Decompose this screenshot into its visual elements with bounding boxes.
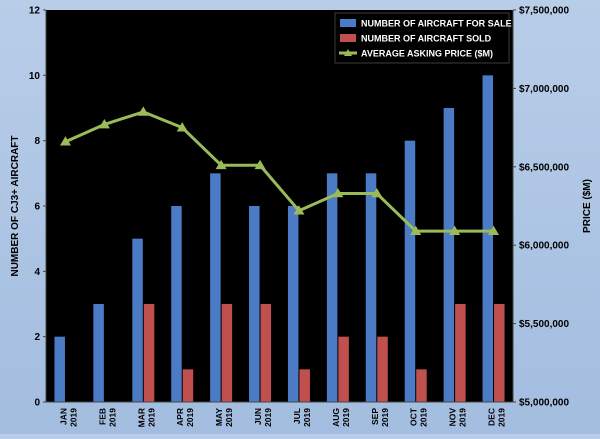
price-marker-3 — [176, 122, 188, 132]
category-label-0: JAN2019 — [58, 408, 78, 427]
price-line-group — [59, 106, 500, 235]
category-label-4: MAY2019 — [214, 408, 234, 427]
price-marker-0 — [59, 136, 71, 146]
bar-for-sale-4 — [210, 173, 221, 402]
price-marker-5 — [254, 159, 266, 170]
category-label-8: SEP2019 — [370, 408, 390, 427]
bar-sold-6 — [299, 369, 310, 402]
bar-sold-11 — [494, 304, 505, 402]
bar-for-sale-1 — [93, 304, 104, 402]
category-label-10: NOV2019 — [448, 408, 468, 427]
bar-for-sale-5 — [249, 206, 260, 402]
bar-sold-5 — [260, 304, 272, 402]
bar-sold-8 — [377, 336, 388, 402]
price-marker-4 — [215, 159, 227, 170]
legend: NUMBER OF AIRCRAFT FOR SALE NUMBER OF AIR… — [334, 12, 512, 64]
bar-for-sale-10 — [443, 108, 455, 402]
y2-tick-label-0: $5,000,000 — [519, 398, 569, 409]
bar-sold-4 — [221, 304, 233, 402]
price-marker-6 — [293, 205, 305, 215]
bar-for-sale-11 — [482, 75, 494, 402]
category-label-5: JUN2019 — [253, 408, 273, 427]
category-label-6: JUL2019 — [292, 408, 312, 427]
bar-sold-3 — [182, 369, 194, 402]
category-label-11: DEC2019 — [487, 408, 507, 427]
bar-for-sale-9 — [404, 140, 416, 402]
y-axis-title: NUMBER OF CJ3+ AIRCRAFT — [10, 135, 21, 276]
category-label-9: OCT2019 — [409, 407, 429, 427]
bar-sold-10 — [455, 304, 466, 402]
legend-swatch-1 — [340, 34, 356, 42]
bars-group — [54, 75, 505, 402]
ticks-group: 0 2 4 6 8 10 12 $5,000,000 $5,500,000 $6,000,000 $… — [29, 6, 570, 409]
bar-for-sale-8 — [365, 173, 377, 402]
y-tick-label-4: 8 — [34, 136, 40, 147]
category-label-7: AUG2019 — [331, 408, 351, 427]
category-labels-group: JAN2019 FEB2019 MAR2019 APR2019 MAY2019 JUN20… — [58, 407, 506, 427]
bar-for-sale-7 — [326, 173, 338, 402]
y2-tick-label-5: $7,500,000 — [519, 6, 569, 17]
y-tick-label-5: 10 — [29, 71, 41, 82]
price-line — [64, 110, 494, 233]
category-label-2: MAR2019 — [136, 408, 156, 428]
y-tick-label-6: 12 — [29, 6, 41, 17]
legend-label-0: NUMBER OF AIRCRAFT FOR SALE — [361, 19, 512, 29]
y-tick-label-1: 2 — [34, 332, 40, 343]
y2-tick-label-3: $6,500,000 — [519, 162, 569, 173]
bar-for-sale-3 — [171, 206, 182, 402]
legend-box — [334, 12, 510, 64]
plot-area — [46, 10, 513, 402]
price-marker-10 — [449, 225, 461, 235]
legend-label-1: NUMBER OF AIRCRAFT SOLD — [361, 34, 492, 44]
legend-marker-2 — [344, 49, 352, 56]
y2-axis-title: PRICE ($M) — [582, 179, 593, 233]
y2-tick-label-4: $7,000,000 — [519, 84, 569, 95]
price-marker-1 — [98, 118, 110, 129]
legend-swatch-0 — [340, 19, 356, 27]
y2-tick-label-1: $5,500,000 — [519, 319, 569, 330]
y2-tick-label-2: $6,000,000 — [519, 241, 569, 252]
y-tick-label-2: 4 — [34, 267, 40, 278]
bar-sold-9 — [416, 369, 427, 402]
bar-for-sale-6 — [287, 206, 299, 402]
price-marker-9 — [410, 225, 422, 235]
legend-label-2: AVERAGE ASKING PRICE ($M) — [361, 49, 493, 59]
bar-sold-7 — [338, 336, 349, 402]
price-marker-8 — [371, 187, 383, 198]
category-label-3: APR2019 — [175, 408, 195, 427]
category-label-1: FEB2019 — [97, 408, 117, 427]
bar-for-sale-2 — [132, 238, 143, 402]
price-marker-11 — [488, 225, 500, 235]
y-tick-label-3: 6 — [34, 202, 40, 213]
bar-sold-2 — [143, 304, 155, 402]
price-marker-2 — [137, 106, 149, 116]
price-marker-7 — [332, 187, 344, 198]
y-tick-label-0: 0 — [34, 398, 40, 409]
bar-for-sale-0 — [54, 336, 65, 402]
